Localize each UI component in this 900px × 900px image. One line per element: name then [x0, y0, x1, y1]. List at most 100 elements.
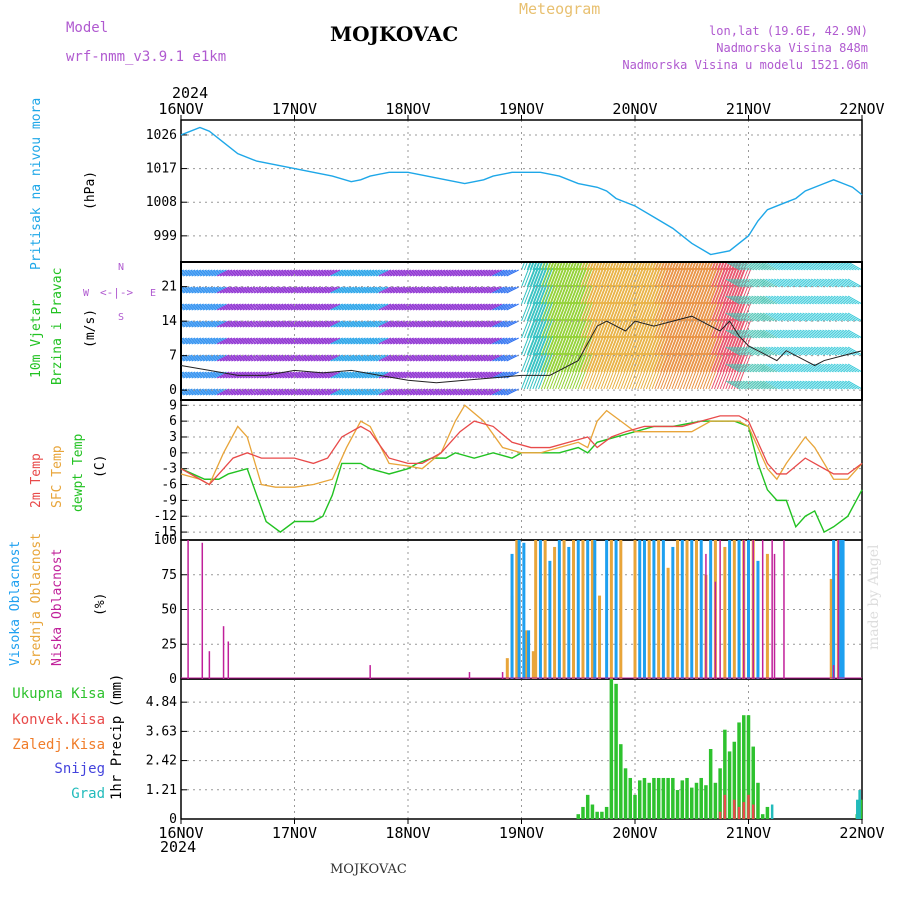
cloud-bar [732, 540, 736, 679]
cloud-bar [598, 595, 602, 679]
cloud-bar [501, 672, 504, 679]
y-tick-label: 9 [169, 398, 177, 413]
elevation: Nadmorska Visina 848m [716, 41, 868, 55]
precip-bar [770, 804, 774, 819]
x-tick-label-top: 19NOV [499, 100, 544, 118]
precip-bar [723, 794, 727, 819]
cloud-bar [614, 540, 618, 679]
cloud-bar [756, 560, 760, 679]
cloud-bar [527, 630, 531, 679]
precip-bar [704, 785, 708, 819]
cloud-bar [841, 540, 845, 679]
cloud-bar [705, 553, 707, 679]
precip-bar [585, 794, 590, 819]
model-name: wrf-nmm_v3.9.1 e1km [66, 49, 227, 65]
y-tick-label: 0 [169, 383, 177, 398]
precip-bar [595, 811, 599, 819]
panel-clouds [180, 539, 863, 680]
cloud-bar [567, 546, 571, 679]
y-tick-label: 999 [154, 229, 177, 244]
precip-bar [742, 802, 746, 819]
precip-bar [694, 782, 699, 819]
precip-bar [765, 806, 770, 819]
2m-temp-line [180, 415, 863, 486]
x-tick-label-bottom: 17NOV [272, 824, 317, 842]
cloud-bar [837, 540, 840, 679]
cloud-bar [747, 540, 750, 679]
precip-bar [628, 777, 633, 819]
precip-bar [756, 782, 760, 819]
model-elevation: Nadmorska Visina u modelu 1521.06m [622, 58, 868, 72]
cloud-bar [605, 540, 609, 679]
cloud-bar [576, 540, 580, 679]
precip-bar [742, 715, 746, 819]
cloud-bar [208, 651, 211, 679]
x-tick-label-top: 22NOV [839, 100, 884, 118]
cloud-bar [524, 630, 528, 679]
cloud-bar [723, 546, 727, 679]
cloud-bar [714, 581, 717, 679]
precip-bar [685, 777, 689, 819]
year-top: 2024 [172, 84, 209, 102]
cloud-bar [728, 540, 732, 679]
cloud-bar [671, 546, 675, 679]
precip-bar [718, 768, 722, 819]
pressure-line [180, 126, 863, 256]
y-tick-label: -15 [154, 525, 177, 540]
x-tick-label-top: 16NOV [158, 100, 203, 118]
cloud-bar [505, 658, 509, 679]
precip-bar [656, 777, 661, 819]
cloud-bar [572, 540, 576, 679]
precip-bar [760, 814, 765, 819]
y-tick-label: -6 [161, 478, 177, 493]
y-tick-label: 6 [169, 414, 177, 429]
precip-bar [713, 782, 718, 819]
precip-bar [690, 787, 694, 819]
precip-bar [590, 804, 595, 819]
cloud-bar [638, 540, 642, 679]
lonlat: lon,lat (19.6E, 42.9N) [709, 24, 868, 38]
model-label: Model [66, 20, 109, 36]
cloud-bar [222, 626, 225, 679]
panel-pressure [180, 119, 863, 263]
cloud-bar [737, 540, 741, 679]
precip-bar [637, 780, 642, 819]
cloud-bar [690, 540, 694, 679]
cloud-bar [515, 540, 519, 679]
precip-bar [633, 794, 637, 819]
cloud-bar [557, 540, 561, 679]
cloud-bar [666, 567, 670, 679]
cloud-bar [633, 540, 637, 679]
cloud-bar [581, 540, 585, 679]
y-tick-label: 100 [154, 533, 177, 548]
x-tick-label-bottom: 18NOV [385, 824, 430, 842]
precip-bar [747, 794, 750, 819]
y-tick-label: 2.42 [146, 754, 177, 769]
precip-bar [675, 790, 680, 819]
precip-bar [856, 799, 859, 819]
cloud-bar [685, 540, 689, 679]
y-tick-label: 1026 [146, 128, 177, 143]
precip-bar [718, 811, 722, 819]
y-tick-label: 75 [161, 568, 177, 583]
cloud-bar [619, 540, 623, 679]
cloud-bar [680, 540, 684, 679]
cloud-bar [534, 540, 538, 679]
cloud-bar [517, 540, 521, 679]
x-tick-label-bottom: 16NOV [158, 824, 203, 842]
cloud-bar [562, 540, 566, 679]
precip-bar [723, 729, 727, 819]
cloud-bar [832, 540, 836, 679]
cloud-bar [752, 540, 754, 679]
precip-bar [732, 741, 737, 819]
y-tick-label: 21 [161, 280, 177, 295]
y-tick-label: -3 [161, 462, 177, 477]
y-tick-label: 0 [169, 446, 177, 461]
x-tick-label-top: 18NOV [385, 100, 430, 118]
precip-bar [733, 799, 736, 819]
y-tick-label: -9 [161, 493, 177, 508]
precip-bar [609, 679, 614, 819]
cloud-bar [609, 540, 613, 679]
y-tick-label: 0 [169, 812, 177, 827]
compass-west: W [83, 288, 90, 299]
